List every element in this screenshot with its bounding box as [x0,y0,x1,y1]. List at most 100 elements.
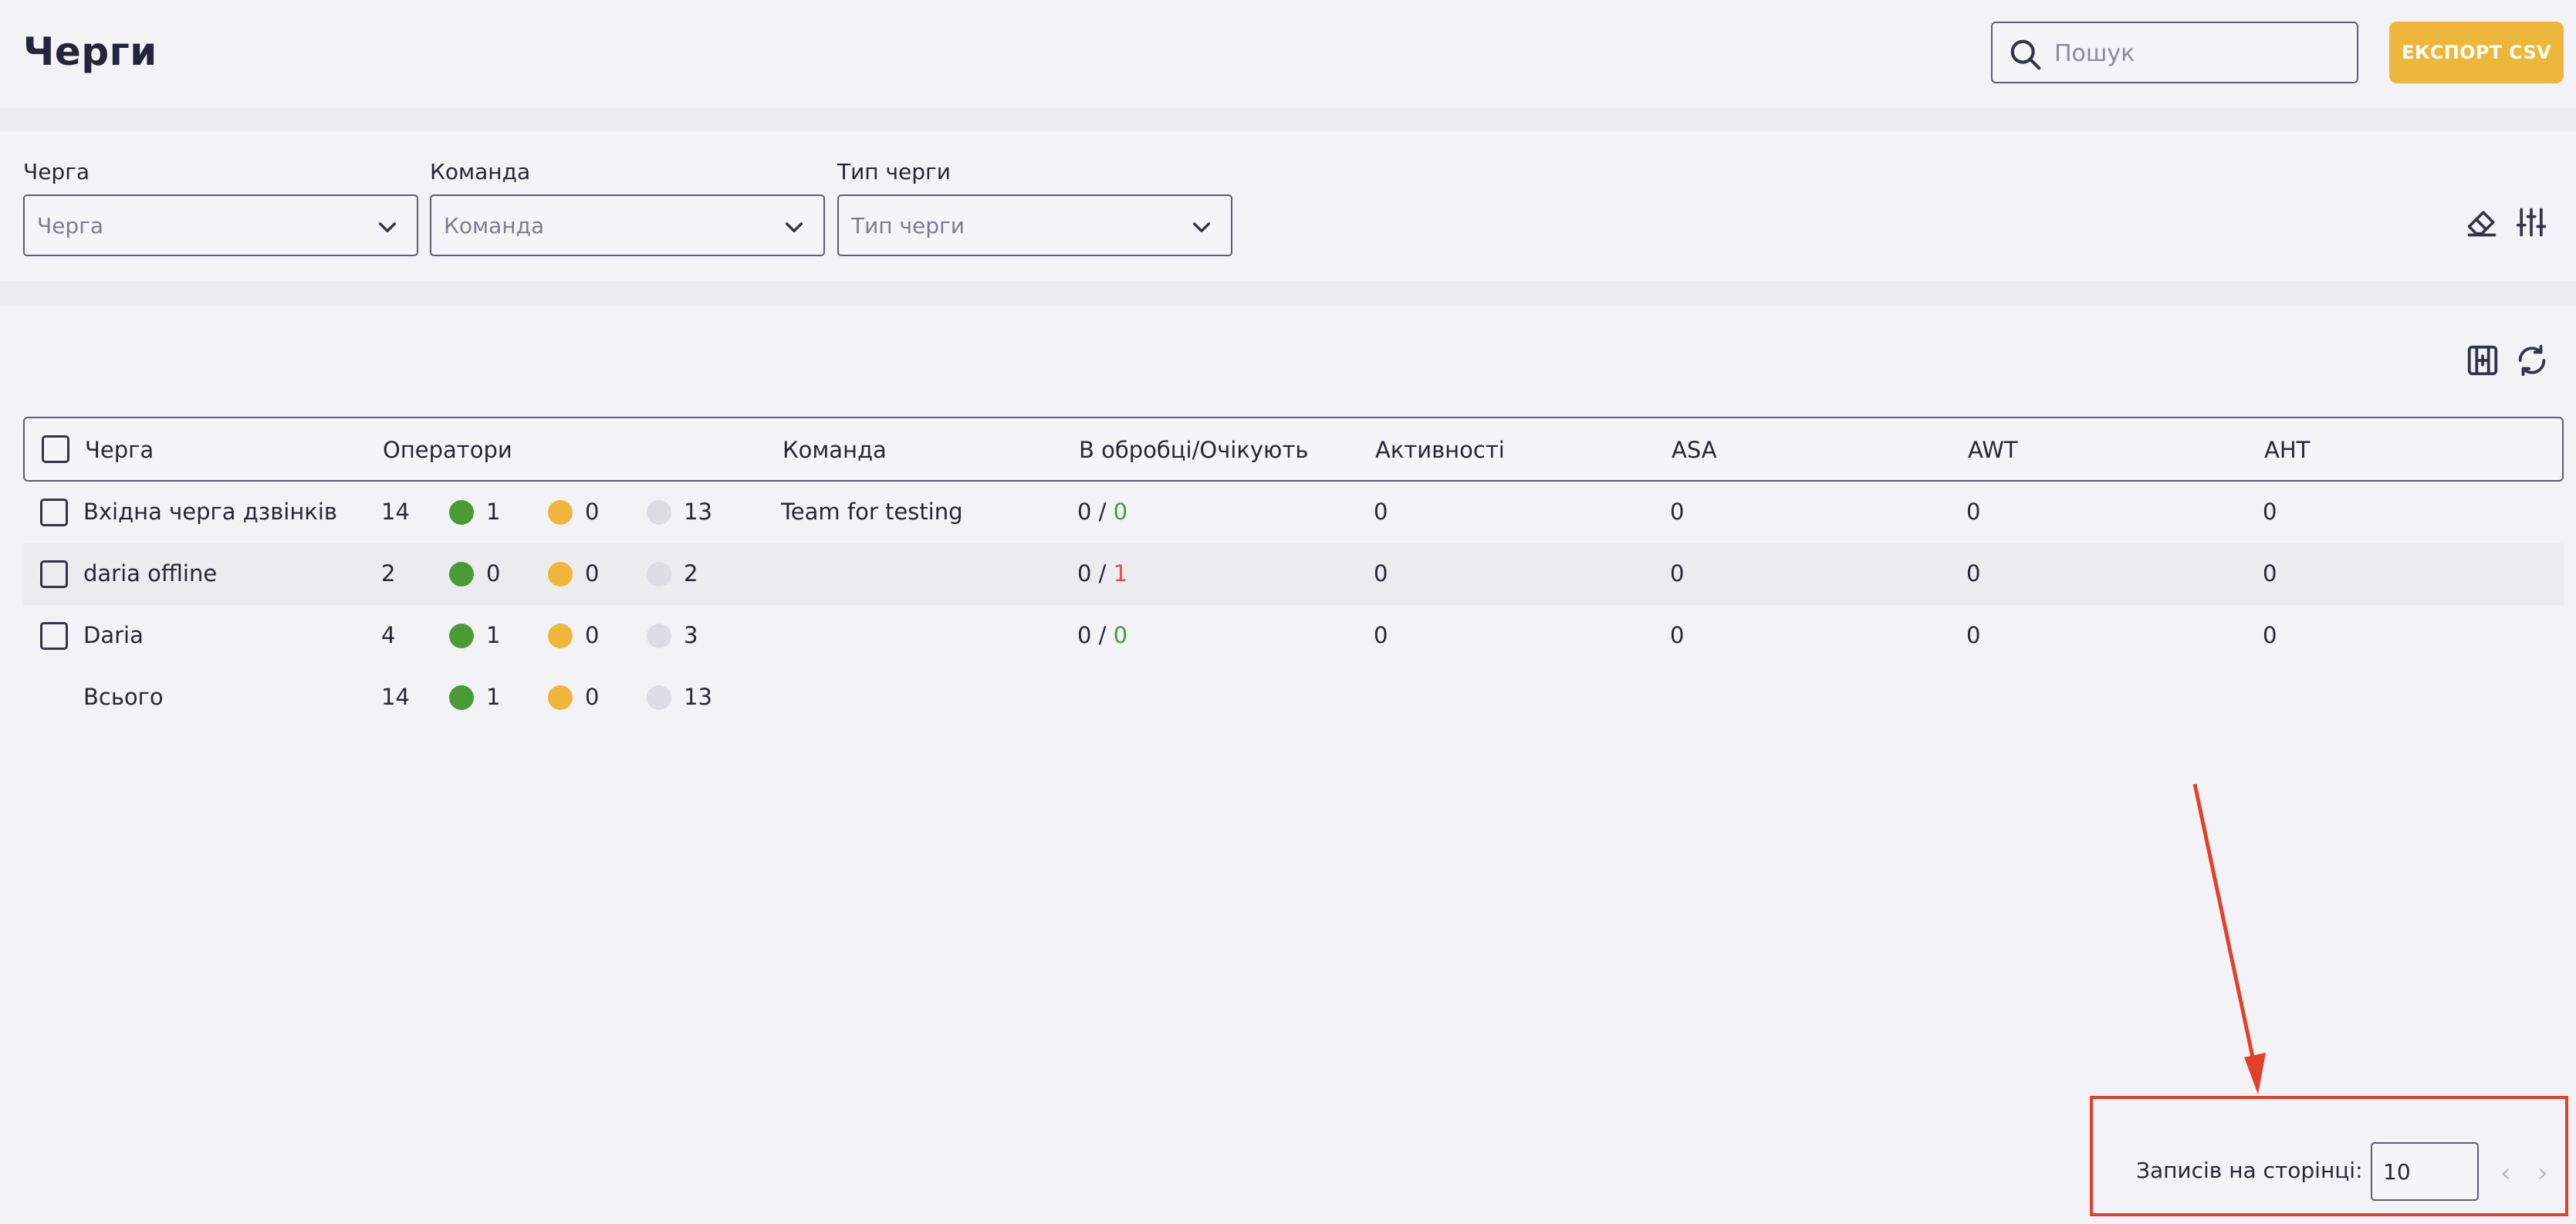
filter-queue-type-select[interactable]: Тип черги [837,194,1232,256]
queue-name[interactable]: Daria [83,622,144,648]
export-csv-button[interactable]: ЕКСПОРТ CSV [2389,22,2564,83]
queue-name[interactable]: Вхідна черга дзвінків [83,499,337,525]
processing-count: 0 [1077,560,1092,587]
column-header-activities[interactable]: Активності [1375,437,1505,463]
status-online-dot [449,685,474,710]
asa-value: 0 [1670,499,1685,525]
filter-team: Команда Команда [430,159,825,256]
asa-value: 0 [1670,622,1685,648]
columns-icon[interactable] [2465,343,2500,378]
filter-queue-type: Тип черги Тип черги [837,159,1232,256]
total-offline: 13 [684,684,712,710]
processing-waiting: 0 / 1 [1077,560,1127,587]
column-header-processing-waiting[interactable]: В обробці/Очікують [1079,437,1309,463]
sliders-icon[interactable] [2514,205,2548,239]
header-divider [0,108,2576,131]
processing-waiting: 0 / 0 [1077,499,1127,525]
column-header-aht[interactable]: AHT [2264,437,2311,463]
column-header-queue[interactable]: Черга [85,437,154,463]
status-busy-dot [548,624,573,648]
column-header-awt[interactable]: AWT [1968,437,2018,463]
operators-total: 14 [381,499,410,525]
processing-waiting-separator: / [1098,560,1107,587]
waiting-count: 0 [1113,499,1128,525]
column-header-operators[interactable]: Оператори [383,437,512,463]
status-online-dot [449,500,474,525]
search-input[interactable] [2054,34,2348,73]
table-row[interactable]: daria offline 2 0 0 2 0 / 1 0 0 0 0 [23,543,2564,605]
filter-team-select[interactable]: Команда [430,194,825,256]
filter-team-placeholder: Команда [444,213,545,238]
per-page-label: Записів на сторінці: [2136,1158,2363,1183]
status-busy-dot [548,562,573,587]
row-checkbox[interactable] [40,622,68,650]
filter-queue-type-placeholder: Тип черги [851,213,965,238]
awt-value: 0 [1966,622,1981,648]
chevron-down-icon [1192,222,1211,233]
refresh-icon[interactable] [2514,343,2550,378]
row-checkbox[interactable] [40,499,68,526]
select-all-checkbox[interactable] [42,435,69,463]
column-header-asa[interactable]: ASA [1672,437,1717,463]
filter-queue-type-label: Тип черги [837,159,951,184]
chevron-right-icon[interactable]: › [2537,1158,2548,1188]
filter-queue: Черга Черга [23,159,418,256]
status-online-dot [449,624,474,648]
activities-value: 0 [1374,622,1388,648]
filter-queue-select[interactable]: Черга [23,194,418,256]
operators-total: 2 [381,560,396,587]
queues-table: Черга Оператори Команда В обробці/Очікую… [23,417,2564,729]
activities-value: 0 [1374,499,1388,525]
chevron-down-icon [785,222,803,233]
status-offline-dot [647,624,671,648]
total-busy: 0 [585,684,600,710]
status-offline-dot [647,500,671,525]
waiting-count: 1 [1113,560,1128,587]
status-offline-dot [647,562,671,587]
total-label: Всього [83,684,164,710]
table-row[interactable]: Вхідна черга дзвінків 14 1 0 13 Team for… [23,482,2564,543]
operators-offline: 13 [684,499,712,525]
operators-total: 4 [381,622,396,648]
filter-queue-placeholder: Черга [37,213,104,238]
activities-value: 0 [1374,560,1388,587]
filter-queue-label: Черга [23,159,90,184]
row-checkbox[interactable] [40,560,68,588]
processing-waiting: 0 / 0 [1077,622,1127,648]
operators-busy: 0 [585,622,600,648]
processing-waiting-separator: / [1098,622,1107,648]
table-total-row: Всього 14 1 0 13 [23,667,2564,729]
chevron-down-icon [378,222,397,233]
total-operators: 14 [381,684,410,710]
processing-count: 0 [1077,622,1092,648]
page-header: Черги ЕКСПОРТ CSV [0,0,2576,108]
filters-divider [0,281,2576,306]
processing-waiting-separator: / [1098,499,1107,525]
chevron-left-icon[interactable]: ‹ [2500,1158,2511,1188]
per-page-input[interactable] [2371,1142,2479,1201]
team-name: Team for testing [781,499,963,525]
table-row[interactable]: Daria 4 1 0 3 0 / 0 0 0 0 0 [23,605,2564,667]
filter-team-label: Команда [430,159,531,184]
total-online: 1 [486,684,501,710]
queue-name[interactable]: daria offline [83,560,218,587]
table-header: Черга Оператори Команда В обробці/Очікую… [23,417,2564,482]
aht-value: 0 [2263,622,2277,648]
aht-value: 0 [2263,499,2277,525]
waiting-count: 0 [1113,622,1128,648]
status-online-dot [449,562,474,587]
operators-offline: 3 [684,622,698,648]
search-box[interactable] [1991,22,2358,83]
search-icon [2010,39,2041,70]
operators-online: 1 [486,499,501,525]
asa-value: 0 [1670,560,1685,587]
pagination-highlight: Записів на сторінці: ‹ › [2090,1096,2568,1216]
processing-count: 0 [1077,499,1092,525]
eraser-icon[interactable] [2465,205,2499,239]
operators-busy: 0 [585,499,600,525]
awt-value: 0 [1966,560,1981,587]
column-header-team[interactable]: Команда [783,437,887,463]
operators-online: 0 [486,560,501,587]
filters-panel: Черга Черга Команда Команда Тип черги Ти… [0,131,2576,281]
